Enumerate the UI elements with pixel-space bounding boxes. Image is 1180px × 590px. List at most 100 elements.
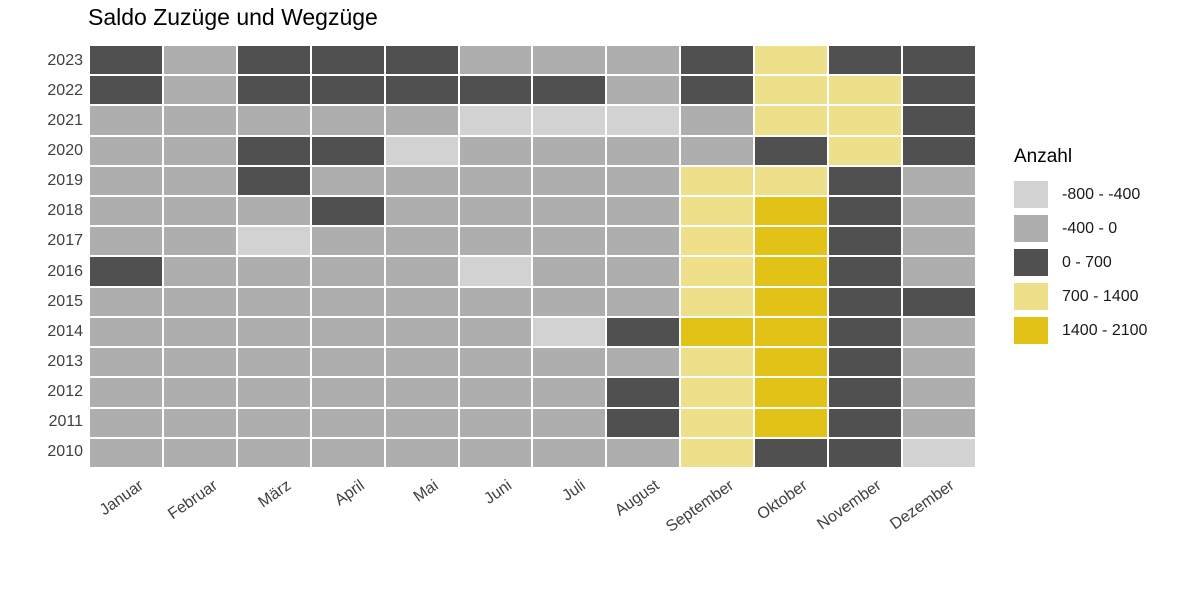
heatmap-cell: [459, 136, 532, 165]
heatmap-cell: [829, 166, 902, 196]
heatmap-cell: [533, 76, 606, 105]
heatmap-cell: [90, 227, 162, 256]
heatmap-cell: [533, 438, 606, 467]
heatmap-cell: [829, 46, 902, 75]
heatmap-cell: [607, 317, 680, 347]
legend-entries: -800 - -400 -400 - 0 0 - 700 700 - 1400 1400…: [1014, 181, 1180, 344]
legend-swatch: [1014, 215, 1048, 242]
heatmap-cell: [311, 227, 384, 256]
heatmap-cell: [755, 257, 828, 286]
heatmap-cell: [237, 227, 310, 256]
heatmap-cell: [903, 287, 975, 316]
heatmap-cell: [533, 227, 606, 256]
heatmap-cell: [607, 287, 680, 316]
y-axis-label: 2021: [47, 112, 83, 130]
heatmap-cell: [903, 257, 975, 286]
heatmap-cell: [533, 257, 606, 286]
heatmap-cell: [607, 438, 680, 467]
heatmap-cell: [755, 378, 828, 407]
heatmap-cell: [607, 197, 680, 226]
heatmap-cell: [237, 106, 310, 135]
heatmap-cell: [385, 46, 458, 75]
x-axis-label: November: [813, 477, 885, 534]
heatmap-cell: [903, 166, 975, 196]
heatmap-cell: [607, 136, 680, 165]
heatmap-cell: [163, 438, 236, 467]
legend-entry: -400 - 0: [1014, 215, 1180, 242]
heatmap-cell: [459, 76, 532, 105]
legend-swatch: [1014, 249, 1048, 276]
heatmap-cell: [459, 287, 532, 316]
heatmap-cell: [385, 317, 458, 347]
heatmap-cell: [311, 197, 384, 226]
legend-entry: 700 - 1400: [1014, 283, 1180, 310]
heatmap-cell: [829, 227, 902, 256]
heatmap-cell: [163, 46, 236, 75]
heatmap-cell: [90, 197, 162, 226]
heatmap-cell: [385, 227, 458, 256]
heatmap-cell: [681, 76, 754, 105]
heatmap-cell: [163, 76, 236, 105]
heatmap-cell: [90, 106, 162, 135]
heatmap-cell: [533, 317, 606, 347]
heatmap-cell: [903, 136, 975, 165]
heatmap-cell: [90, 438, 162, 467]
heatmap-cell: [90, 348, 162, 377]
y-axis: 2023 2022 2021 2020 2019 2018 2017 2016 2015 2014…: [0, 46, 83, 467]
legend-label: -400 - 0: [1062, 219, 1118, 237]
heatmap-cell: [681, 106, 754, 135]
heatmap-cell: [681, 348, 754, 377]
legend-label: 700 - 1400: [1062, 287, 1139, 305]
legend-swatch: [1014, 181, 1048, 208]
heatmap-cell: [385, 378, 458, 407]
heatmap-cell: [459, 106, 532, 135]
heatmap-cell: [237, 317, 310, 347]
heatmap-cell: [903, 348, 975, 377]
y-axis-label: 2015: [47, 292, 83, 310]
heatmap-cell: [163, 257, 236, 286]
y-axis-label: 2018: [47, 202, 83, 220]
heatmap-cell: [311, 287, 384, 316]
heatmap-cell: [755, 408, 828, 437]
heatmap-cell: [385, 348, 458, 377]
heatmap-cell: [459, 317, 532, 347]
heatmap-cell: [90, 287, 162, 316]
heatmap-cell: [237, 438, 310, 467]
heatmap-cell: [755, 106, 828, 135]
heatmap-cell: [459, 257, 532, 286]
heatmap-cell: [311, 46, 384, 75]
heatmap-cell: [385, 257, 458, 286]
heatmap-cell: [533, 197, 606, 226]
heatmap-cell: [90, 76, 162, 105]
y-axis-label: 2022: [47, 82, 83, 100]
heatmap-cell: [311, 136, 384, 165]
heatmap-cell: [163, 287, 236, 316]
x-axis: Januar Februar März April Mai Juni Juli August S…: [0, 477, 1180, 577]
heatmap-cell: [829, 76, 902, 105]
x-axis-label: Oktober: [753, 477, 811, 524]
heatmap-cell: [903, 408, 975, 437]
heatmap-cell: [607, 257, 680, 286]
heatmap-cell: [533, 106, 606, 135]
heatmap-cell: [681, 227, 754, 256]
heatmap-cell: [385, 438, 458, 467]
heatmap-cell: [90, 408, 162, 437]
heatmap-cell: [533, 166, 606, 196]
heatmap-cell: [163, 106, 236, 135]
heatmap-cell: [385, 166, 458, 196]
heatmap-cell: [163, 166, 236, 196]
heatmap-cell: [385, 136, 458, 165]
y-axis-label: 2020: [47, 142, 83, 160]
heatmap-cell: [607, 46, 680, 75]
heatmap-cell: [903, 317, 975, 347]
heatmap-cell: [681, 197, 754, 226]
heatmap-cell: [163, 227, 236, 256]
heatmap-cell: [755, 317, 828, 347]
y-axis-label: 2011: [48, 412, 83, 430]
heatmap-cell: [681, 46, 754, 75]
heatmap-cell: [607, 166, 680, 196]
heatmap-cell: [607, 348, 680, 377]
heatmap-cell: [237, 166, 310, 196]
heatmap-cell: [163, 348, 236, 377]
